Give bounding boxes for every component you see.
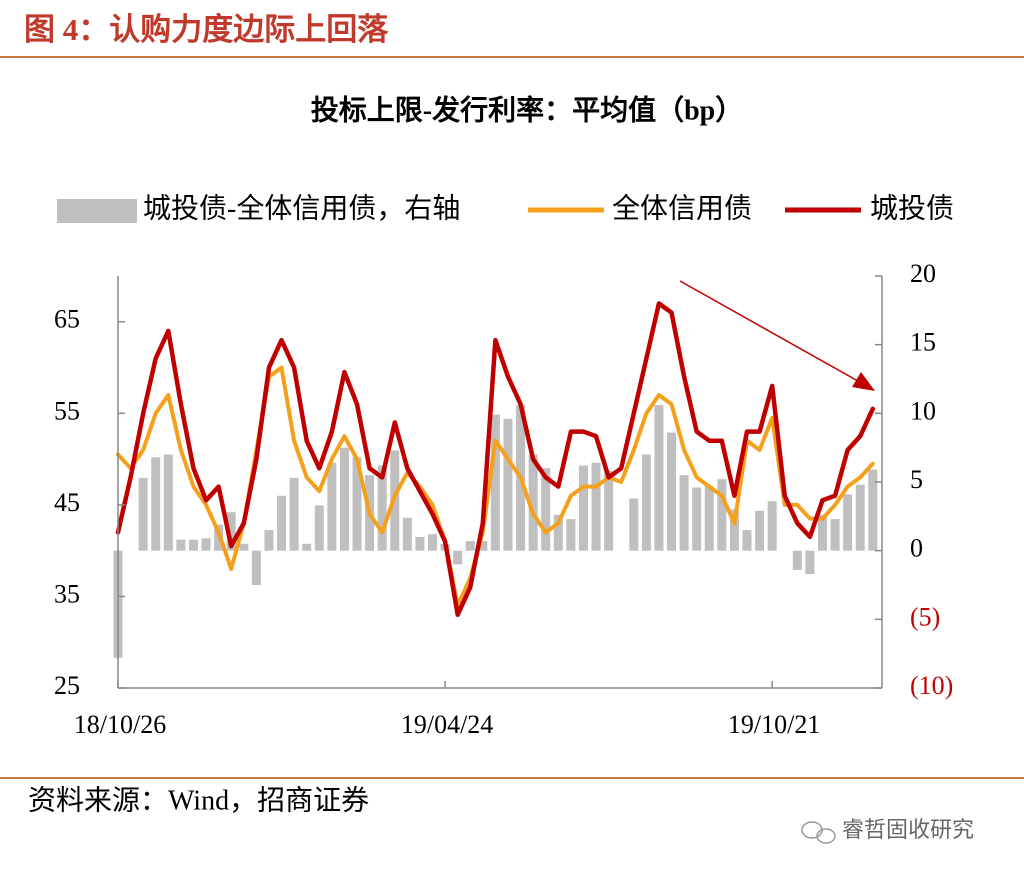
- bar: [503, 418, 513, 551]
- legend-swatch: [57, 199, 137, 223]
- bar: [692, 487, 702, 551]
- bar: [176, 539, 186, 551]
- bar: [679, 475, 689, 551]
- x-tick-label: 19/10/21: [728, 710, 820, 739]
- bar: [604, 471, 614, 551]
- bar: [314, 505, 324, 551]
- y-tick-label: 45: [54, 488, 80, 517]
- bar: [704, 486, 714, 551]
- trend-arrow-head: [852, 372, 875, 391]
- bar: [578, 465, 588, 551]
- bar: [805, 550, 815, 575]
- bar: [717, 479, 727, 551]
- y-tick-label: 35: [54, 579, 80, 608]
- bar: [667, 432, 677, 551]
- bar: [566, 519, 576, 551]
- bar: [830, 519, 840, 551]
- bar: [855, 484, 865, 551]
- bar: [226, 512, 236, 551]
- bar: [151, 457, 161, 551]
- chart-title: 投标上限-发行利率：平均值（bp）: [311, 93, 743, 126]
- bar: [302, 543, 312, 551]
- trend-arrow: [679, 280, 866, 386]
- bar: [553, 514, 563, 551]
- bar: [755, 510, 765, 551]
- bar: [729, 509, 739, 551]
- bar: [465, 541, 475, 551]
- y2-tick-label: 15: [910, 328, 936, 357]
- bar: [163, 454, 173, 551]
- line-series: [115, 301, 876, 618]
- bar: [629, 498, 639, 551]
- bar: [817, 514, 827, 551]
- source-note: 资料来源：Wind，招商证券: [28, 784, 369, 816]
- bar: [289, 477, 299, 551]
- x-tick-label: 18/10/26: [74, 710, 166, 739]
- bar: [201, 538, 211, 551]
- watermark: 睿哲固收研究: [842, 817, 974, 842]
- bar: [541, 468, 551, 551]
- bar: [277, 495, 287, 551]
- y2-tick-label: 5: [910, 465, 923, 494]
- watermark-icon: [801, 821, 836, 844]
- y2-tick-label: 20: [910, 259, 936, 288]
- bar: [591, 462, 601, 551]
- y2-tick-label: (10): [910, 671, 953, 700]
- bar: [654, 405, 664, 551]
- y2-tick-label: 0: [910, 534, 923, 563]
- bar: [641, 454, 651, 551]
- bar: [251, 550, 261, 585]
- bar: [792, 550, 802, 570]
- bar: [528, 454, 538, 551]
- bar: [742, 530, 752, 551]
- bar: [377, 465, 387, 551]
- bar: [327, 462, 337, 551]
- bar: [402, 517, 412, 551]
- bar: [767, 501, 777, 551]
- bar: [264, 530, 274, 551]
- bar: [138, 477, 148, 551]
- legend-label: 城投债-全体信用债，右轴: [143, 192, 460, 224]
- bar: [453, 550, 463, 565]
- y2-tick-label: (5): [910, 602, 940, 631]
- bar: [352, 457, 362, 551]
- bar: [188, 539, 198, 551]
- y2-tick-label: 10: [910, 396, 936, 425]
- y-tick-label: 55: [54, 396, 80, 425]
- y-tick-label: 25: [54, 671, 80, 700]
- bar: [478, 541, 488, 551]
- bar: [868, 469, 878, 551]
- y-tick-label: 65: [54, 305, 80, 334]
- bar: [843, 494, 853, 551]
- bar: [428, 534, 437, 551]
- bar: [339, 447, 349, 551]
- legend-label: 城投债: [870, 192, 954, 224]
- legend-label: 全体信用债: [612, 192, 752, 224]
- bar: [415, 536, 425, 551]
- bar: [239, 543, 249, 551]
- x-tick-label: 19/04/24: [401, 710, 493, 739]
- figure-title: 图 4：认购力度边际上回落: [24, 12, 389, 47]
- bar: [490, 414, 500, 551]
